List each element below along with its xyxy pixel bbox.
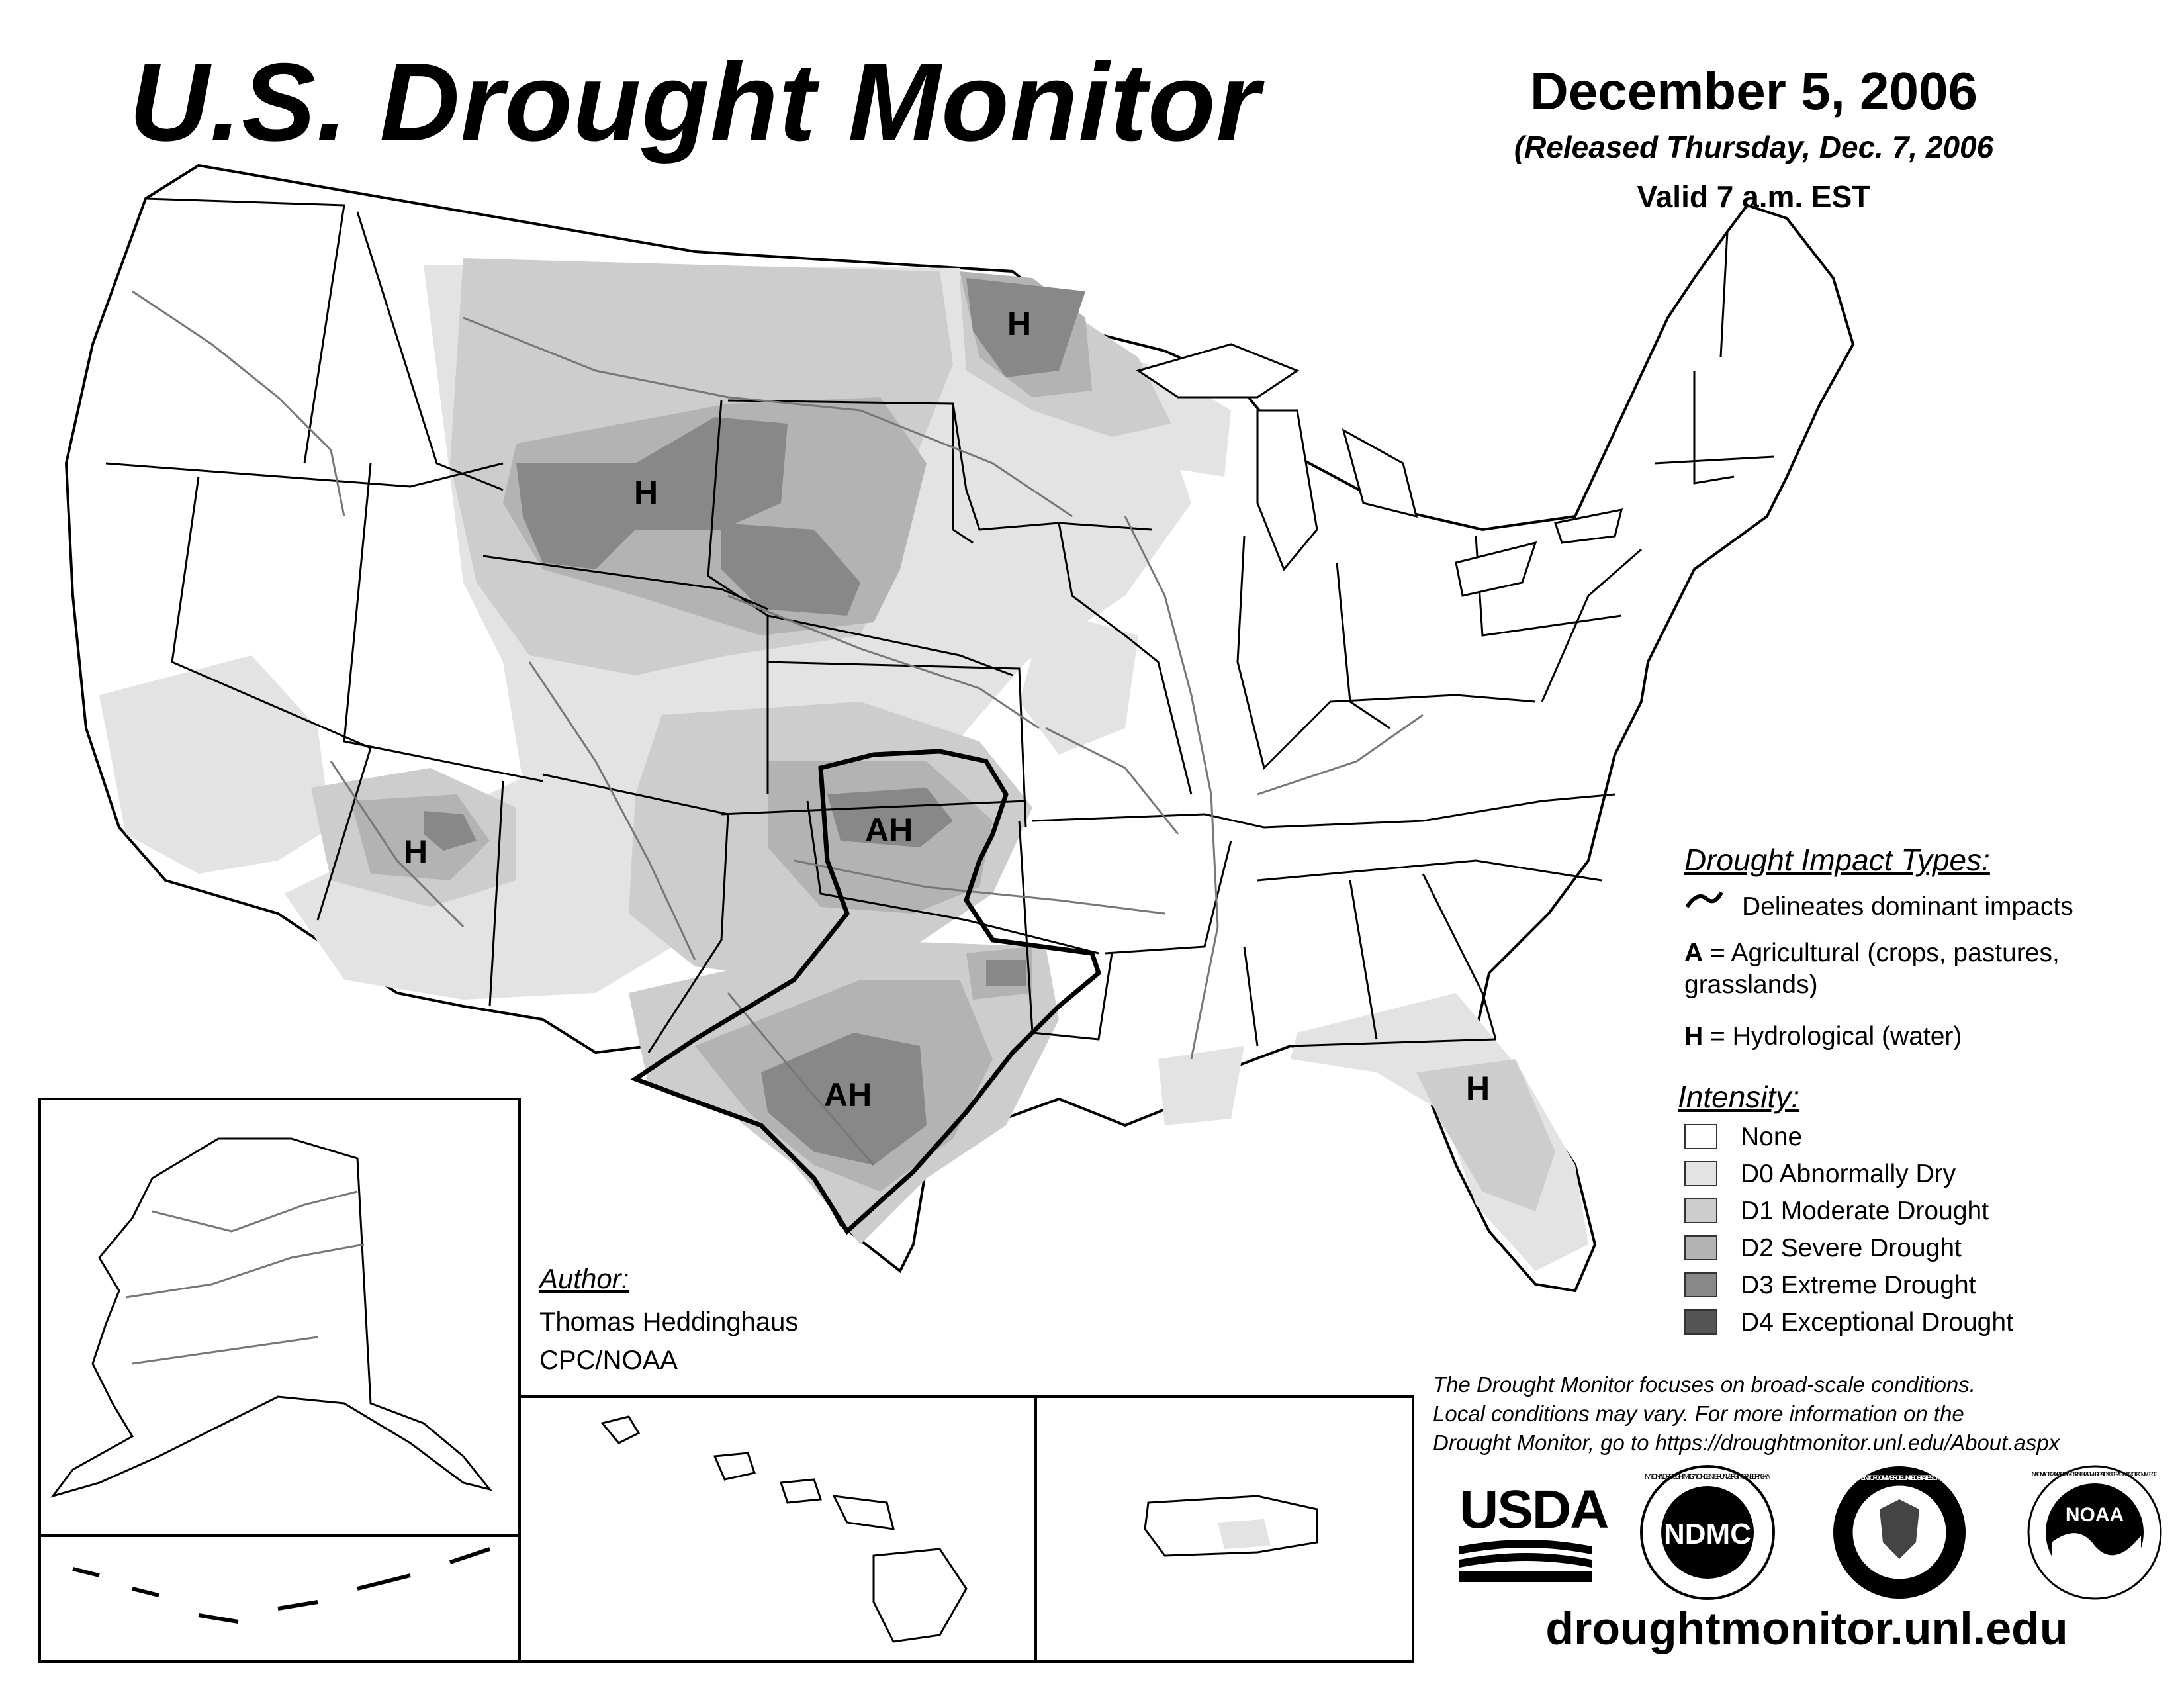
d3-regions [424, 278, 1085, 1165]
map-label-h-wyoming: H [634, 474, 659, 511]
map-label-h-arizona: H [404, 833, 428, 870]
intensity-label: D3 Extreme Drought [1741, 1271, 1976, 1299]
author-name: Thomas Heddinghaus [539, 1307, 799, 1336]
aleutian-inset-frame [38, 1534, 521, 1663]
footer-url: droughtmonitor.unl.edu [1545, 1603, 2068, 1654]
ndmc-ring-text: NATIONAL DROUGHT MITIGATION CENTER · UNI… [1645, 1473, 1771, 1481]
intensity-label: None [1741, 1123, 1803, 1151]
impact-legend-h-key: H [1684, 1022, 1704, 1051]
intensity-swatch [1684, 1198, 1717, 1223]
author-block: Thomas Heddinghaus CPC/NOAA [539, 1303, 798, 1380]
hawaii-inset-frame [518, 1395, 1037, 1663]
disclaimer-line-2: Local conditions may vary. For more info… [1433, 1401, 1964, 1426]
release-date: (Released Thursday, Dec. 7, 2006 [1514, 130, 1994, 164]
usda-logo-text: USDA [1459, 1479, 1609, 1540]
map-date: December 5, 2006 [1529, 62, 1978, 120]
noaa-logo: NOAA NATIONAL OCEANIC AND ATMOSPHERIC AD… [2027, 1465, 2162, 1600]
impact-boundaries [630, 749, 1102, 1235]
intensity-swatch [1684, 1161, 1717, 1186]
noaa-ring-text: NATIONAL OCEANIC AND ATMOSPHERIC ADMINIS… [2032, 1471, 2158, 1477]
usda-logo: USDA [1459, 1479, 1609, 1582]
alaska-rivers [125, 1190, 365, 1365]
department-of-commerce-seal: DEPARTMENT OF COMMERCE · UNITED STATES O… [1833, 1466, 1966, 1599]
map-label-h-florida: H [1466, 1070, 1490, 1107]
usda-logo-swoosh [1459, 1540, 1592, 1582]
hawaii-islands [600, 1415, 968, 1643]
impact-legend-delineates: Delineates dominant impacts [1742, 892, 2073, 921]
map-label-ah-texas: AH [824, 1076, 872, 1113]
impact-legend-h-text: = Hydrological (water) [1710, 1022, 1962, 1051]
intensity-swatch [1684, 1309, 1717, 1335]
impact-line-icon [1685, 891, 1723, 908]
intensity-swatch [1684, 1124, 1717, 1149]
impact-legend-heading: Drought Impact Types: [1684, 843, 1990, 877]
impact-legend-agricultural-2: grasslands) [1684, 970, 1818, 999]
impact-legend-agricultural: A = Agricultural (crops, pastures, [1684, 939, 2060, 968]
noaa-logo-text: NOAA [2066, 1504, 2124, 1526]
alaska-outline [50, 1137, 492, 1498]
seal-eagle-icon [1880, 1499, 1919, 1559]
valid-time: Valid 7 a.m. EST [1637, 179, 1871, 214]
disclaimer-line-1: The Drought Monitor focuses on broad-sca… [1433, 1372, 1976, 1397]
intensity-legend-heading: Intensity: [1678, 1080, 1800, 1114]
impact-legend-a-text: = Agricultural (crops, pastures, [1710, 939, 2060, 967]
intensity-label: D1 Moderate Drought [1741, 1197, 1989, 1225]
intensity-label: D4 Exceptional Drought [1741, 1308, 2013, 1336]
doc-ring-text: DEPARTMENT OF COMMERCE · UNITED STATES O… [1840, 1474, 1959, 1482]
puerto-rico-d0 [1218, 1519, 1271, 1549]
intensity-swatch [1684, 1235, 1717, 1260]
intensity-label: D2 Severe Drought [1741, 1234, 1962, 1262]
author-heading: Author: [539, 1263, 629, 1294]
ndmc-logo: NDMC NATIONAL DROUGHT MITIGATION CENTER … [1640, 1465, 1775, 1600]
intensity-label: D0 Abnormally Dry [1741, 1160, 1956, 1188]
state-boundaries [105, 197, 1774, 1053]
noaa-wave-icon [2052, 1533, 2141, 1582]
ndmc-logo-text: NDMC [1664, 1518, 1751, 1550]
map-label-ah-oklahoma: AH [865, 812, 913, 849]
impact-legend-hydrological: H = Hydrological (water) [1684, 1022, 1962, 1051]
author-org: CPC/NOAA [539, 1346, 678, 1375]
disclaimer: The Drought Monitor focuses on broad-sca… [1433, 1370, 2174, 1458]
page-title: U.S. Drought Monitor [129, 40, 1261, 164]
aleutian-islands [72, 1547, 490, 1624]
disclaimer-line-3: Drought Monitor, go to https://droughtmo… [1433, 1430, 2060, 1455]
intensity-swatch [1684, 1272, 1717, 1297]
great-lakes [1136, 343, 1623, 597]
impact-legend-a-key: A [1684, 939, 1704, 967]
map-label-h-minnesota: H [1007, 305, 1032, 342]
rivers [132, 290, 1424, 1166]
